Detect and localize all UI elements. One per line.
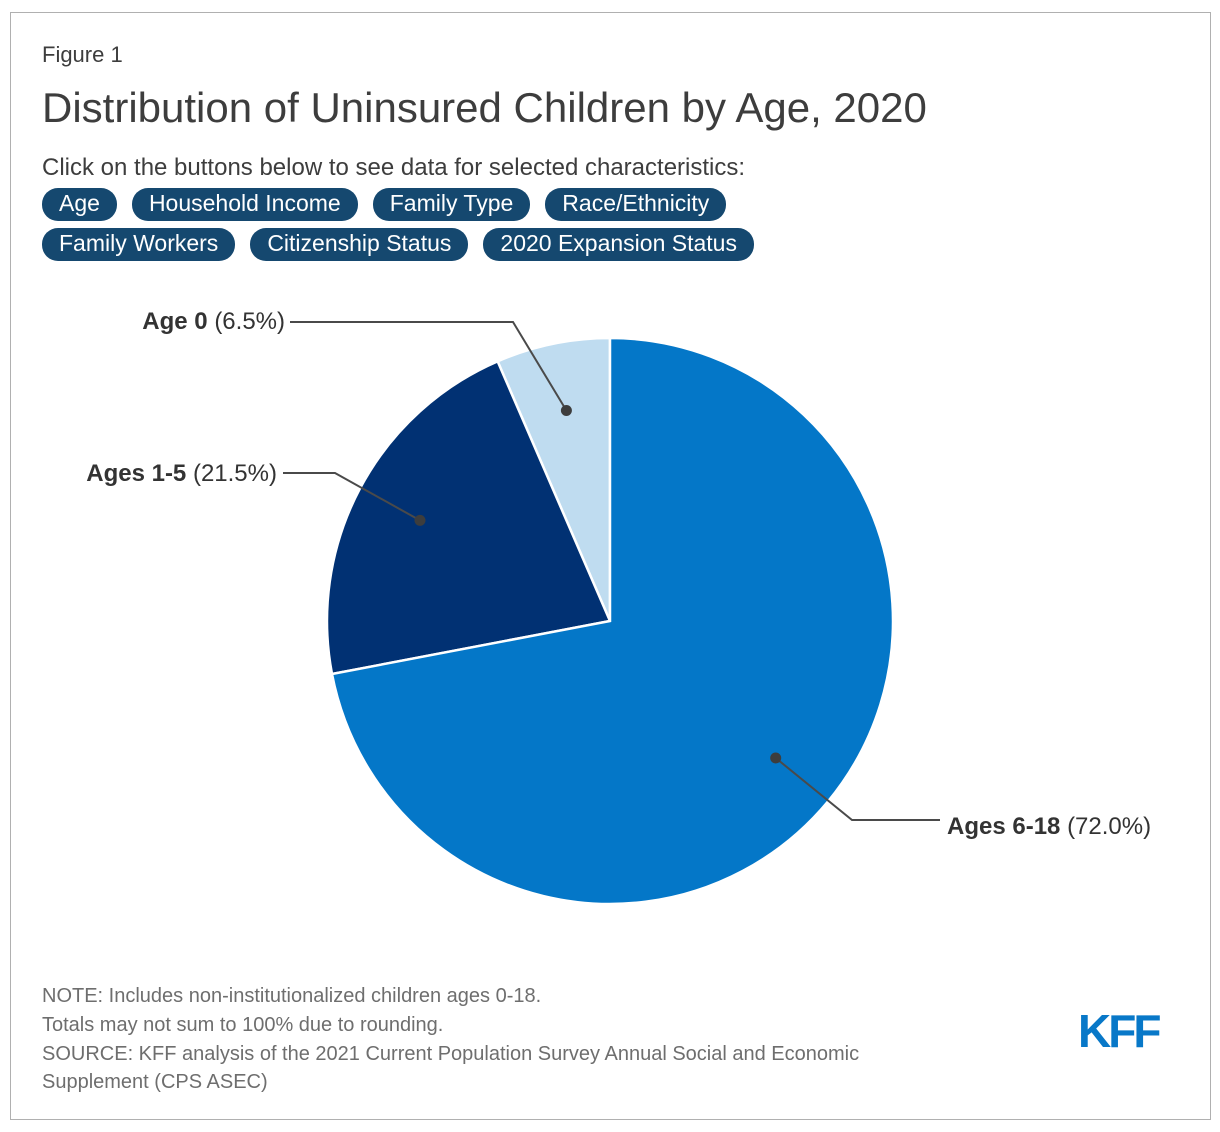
pie-label-value: (72.0%) <box>1067 813 1152 840</box>
characteristic-button-age[interactable]: Age <box>42 188 117 221</box>
footnotes: NOTE: Includes non-institutionalized chi… <box>42 982 962 1097</box>
pie-label-value: (6.5%) <box>214 308 285 335</box>
kff-logo: KFF <box>1078 1005 1161 1057</box>
leader-dot-age-0 <box>560 405 572 416</box>
characteristic-buttons: Age Household Income Family Type Race/Ethni… <box>42 188 754 261</box>
figure-label: Figure 1 <box>42 42 123 67</box>
pie-label-name: Ages 1-5 <box>86 460 187 487</box>
note-line: Totals may not sum to 100% due to roundi… <box>42 1014 444 1036</box>
leader-line-ages-6-18 <box>775 757 940 821</box>
pie-label-age-0: Age 0 (6.5%) <box>142 307 285 337</box>
characteristic-button-citizenship-status[interactable]: Citizenship Status <box>250 228 469 261</box>
characteristic-button-family-workers[interactable]: Family Workers <box>42 228 236 261</box>
button-row: Family Workers Citizenship Status 2020 Exp… <box>42 228 754 261</box>
leader-line-age-0 <box>290 321 568 412</box>
source-line: SOURCE: KFF analysis of the 2021 Current… <box>42 1043 860 1093</box>
characteristic-button-2020-expansion-status[interactable]: 2020 Expansion Status <box>483 228 754 261</box>
pie-label-name: Ages 6-18 <box>947 813 1061 840</box>
button-row: Age Household Income Family Type Race/Ethni… <box>42 188 754 221</box>
leader-dot-ages-1-5 <box>414 514 426 526</box>
leader-dot-ages-6-18 <box>770 752 782 764</box>
characteristic-button-household-income[interactable]: Household Income <box>131 188 358 221</box>
subtitle: Click on the buttons below to see data f… <box>42 154 746 181</box>
note-line: NOTE: Includes non-institutionalized chi… <box>42 985 542 1007</box>
characteristic-button-family-type[interactable]: Family Type <box>372 188 531 221</box>
pie-slice-age-0[interactable] <box>495 336 612 622</box>
characteristic-button-race-ethnicity[interactable]: Race/Ethnicity <box>545 188 727 221</box>
pie-label-value: (21.5%) <box>192 460 277 487</box>
page-title: Distribution of Uninsured Children by Ag… <box>42 84 927 131</box>
pie-label-ages-6-18: Ages 6-18 (72.0%) <box>947 812 1151 842</box>
pie-slice-ages-1-5[interactable] <box>325 359 612 676</box>
pie-label-name: Age 0 <box>142 308 208 335</box>
pie-label-ages-1-5: Ages 1-5 (21.5%) <box>86 459 277 489</box>
leader-line-ages-1-5 <box>283 472 421 522</box>
